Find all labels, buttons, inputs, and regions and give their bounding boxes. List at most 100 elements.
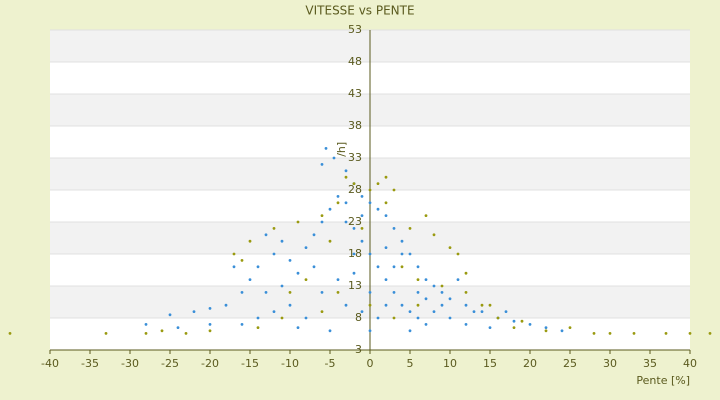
point — [368, 303, 372, 307]
point — [392, 227, 396, 230]
point — [488, 326, 492, 329]
point — [280, 316, 284, 320]
point — [8, 331, 12, 335]
point — [384, 246, 388, 250]
point — [456, 252, 460, 256]
point — [384, 278, 388, 281]
point — [432, 310, 436, 313]
x-tick-label: -5 — [325, 357, 336, 370]
point — [512, 319, 516, 323]
point — [320, 220, 324, 224]
point — [256, 316, 260, 320]
x-tick-label: -10 — [281, 357, 299, 370]
point — [304, 278, 308, 281]
point — [408, 329, 412, 333]
x-tick-label: 40 — [683, 357, 697, 370]
x-tick-label: -30 — [121, 357, 139, 370]
point — [464, 323, 468, 326]
point — [664, 331, 668, 335]
point — [480, 310, 484, 313]
point — [368, 291, 372, 294]
point — [160, 329, 164, 333]
point — [328, 329, 332, 333]
point — [480, 303, 484, 307]
point — [320, 291, 324, 294]
point — [248, 278, 252, 281]
x-tick-label: 25 — [563, 357, 577, 370]
y-tick-label: 23 — [348, 215, 362, 228]
point — [328, 239, 332, 243]
point — [328, 207, 332, 211]
point — [392, 188, 396, 192]
point — [256, 265, 260, 269]
point — [336, 201, 340, 205]
point — [232, 265, 236, 269]
point — [448, 246, 452, 250]
point — [708, 331, 712, 335]
point — [144, 331, 148, 335]
y-tick-label: 38 — [348, 119, 362, 132]
point — [408, 227, 412, 230]
point — [232, 252, 236, 256]
point — [416, 291, 420, 294]
point — [344, 169, 348, 173]
point — [440, 284, 444, 288]
point — [424, 278, 428, 281]
point — [408, 310, 412, 313]
y-tick-label: 48 — [348, 55, 362, 68]
point — [512, 326, 516, 329]
point — [400, 303, 404, 307]
point — [280, 284, 284, 288]
point — [344, 201, 348, 205]
point — [272, 310, 276, 313]
point — [488, 303, 492, 307]
point — [416, 303, 420, 307]
point — [368, 201, 372, 205]
point — [296, 271, 300, 275]
x-axis-label: Pente [%] — [636, 374, 690, 387]
point — [208, 307, 212, 310]
point — [464, 303, 468, 307]
point — [384, 303, 388, 307]
point — [104, 331, 108, 335]
x-tick-label: -35 — [81, 357, 99, 370]
point — [376, 265, 380, 269]
point — [320, 163, 324, 166]
point — [544, 329, 548, 333]
point — [224, 303, 228, 307]
point — [360, 227, 364, 230]
point — [392, 316, 396, 320]
y-tick-label: 3 — [355, 343, 362, 356]
point — [240, 291, 244, 294]
point — [272, 252, 276, 256]
point — [568, 326, 572, 329]
point — [344, 175, 348, 179]
point — [360, 214, 364, 218]
point — [464, 291, 468, 294]
x-tick-label: -25 — [161, 357, 179, 370]
point — [320, 214, 324, 218]
point — [504, 310, 508, 313]
point — [456, 278, 460, 281]
point — [384, 175, 388, 179]
point — [464, 271, 468, 275]
point — [432, 233, 436, 237]
point — [400, 239, 404, 243]
point — [424, 297, 428, 301]
point — [332, 156, 336, 160]
point — [528, 323, 532, 326]
point — [296, 326, 300, 329]
point — [360, 239, 364, 243]
point — [272, 227, 276, 230]
x-tick-label: 0 — [367, 357, 374, 370]
point — [264, 233, 268, 237]
point — [400, 265, 404, 269]
point — [384, 201, 388, 205]
point — [352, 252, 356, 256]
point — [336, 291, 340, 294]
point — [336, 278, 340, 281]
point — [608, 331, 612, 335]
point — [240, 259, 244, 262]
point — [208, 323, 212, 326]
